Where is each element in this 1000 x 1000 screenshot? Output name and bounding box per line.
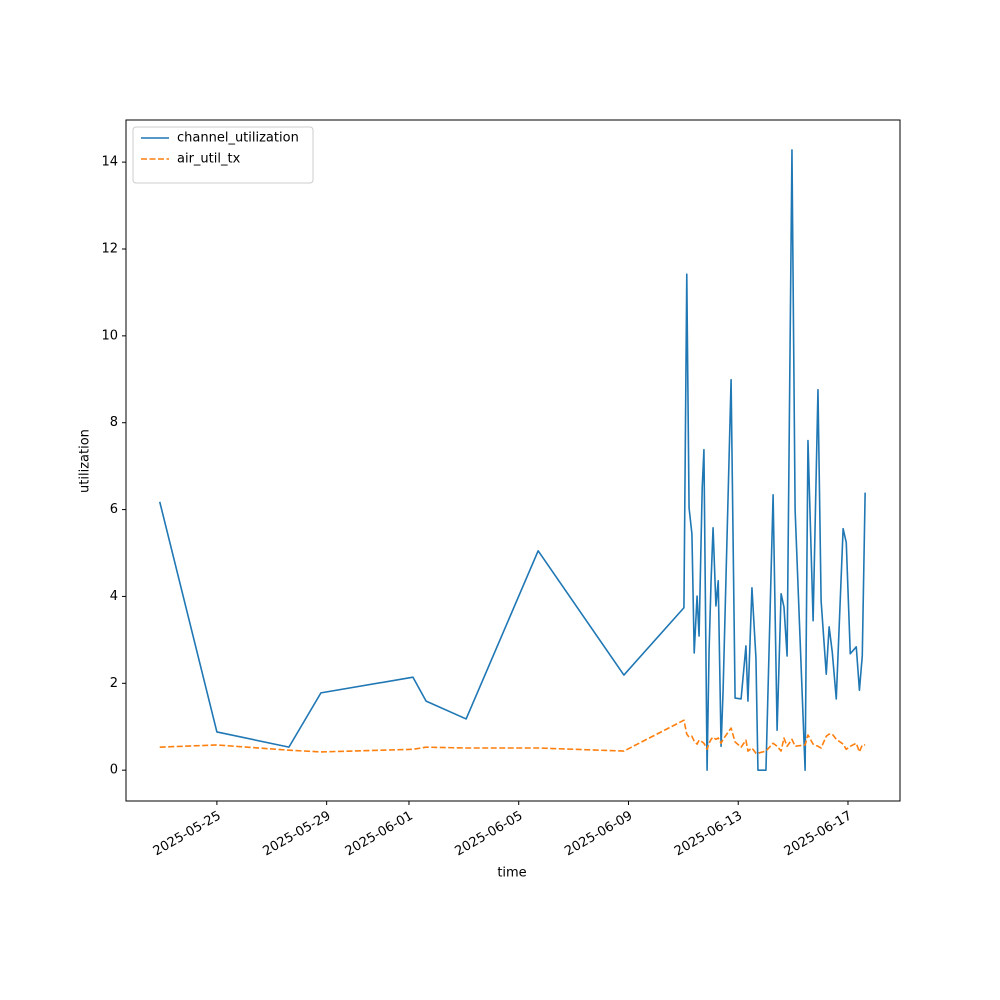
y-tick-label: 6 (110, 502, 118, 517)
y-tick-label: 0 (110, 763, 118, 778)
y-tick-label: 2 (110, 676, 118, 691)
legend-label: air_util_tx (177, 152, 241, 167)
legend-box (132, 126, 314, 184)
x-tick-label: 2025-06-13 (672, 809, 745, 860)
y-tick-label: 4 (110, 589, 118, 604)
series-line (159, 719, 866, 755)
x-tick-label: 2025-06-05 (453, 809, 526, 860)
series-line (158, 149, 866, 771)
x-tick-label: 2025-06-09 (562, 809, 635, 860)
legend-label: channel_utilization (177, 131, 299, 146)
x-tick-label: 2025-06-01 (343, 809, 416, 860)
x-tick-label: 2025-06-17 (782, 809, 855, 860)
x-axis-label: time (497, 866, 526, 881)
plot-frame (125, 119, 901, 802)
x-tick-label: 2025-05-29 (260, 809, 333, 860)
y-tick-label: 14 (101, 155, 118, 170)
y-tick-label: 8 (110, 415, 118, 430)
y-axis-label: utilization (78, 429, 93, 493)
legend: channel_utilization air_util_tx (132, 126, 314, 184)
x-tick-label: 2025-05-25 (151, 809, 224, 860)
y-tick-label: 10 (101, 328, 118, 343)
y-tick-label: 12 (101, 241, 118, 256)
